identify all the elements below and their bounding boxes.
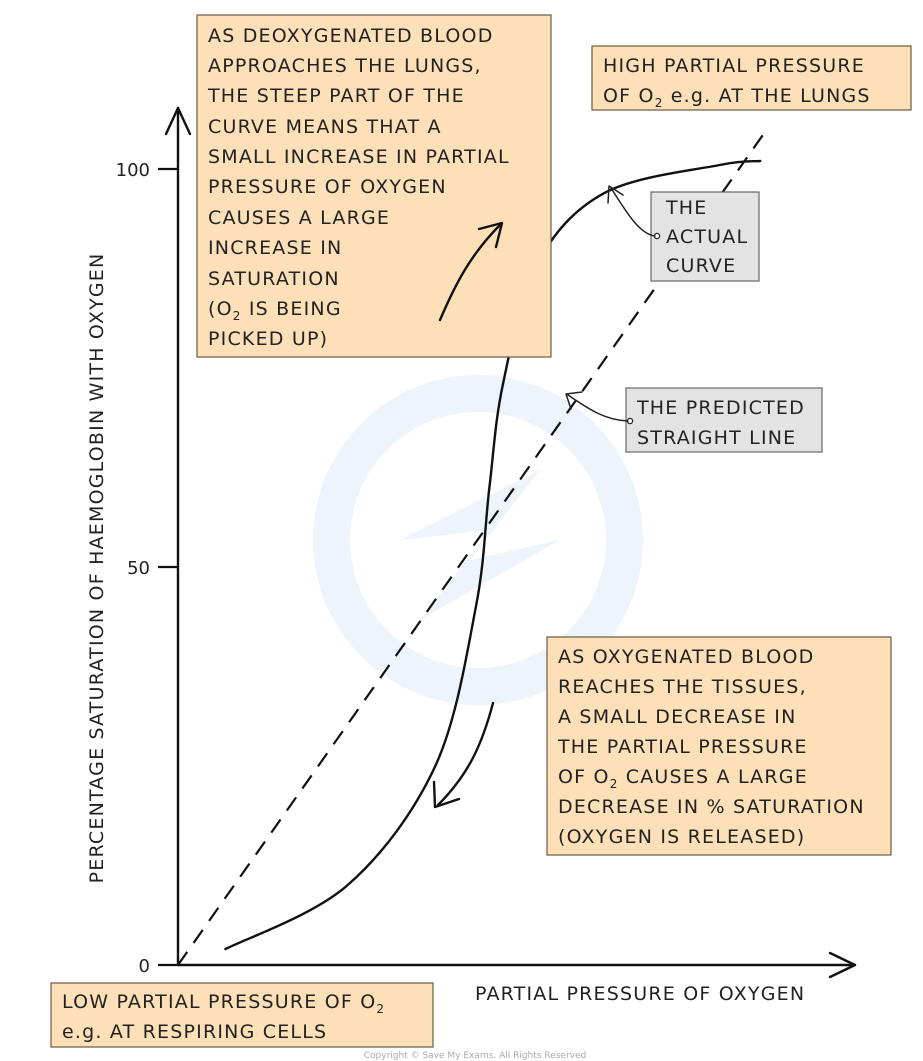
annotation-line: SATURATION — [208, 268, 340, 290]
annotation-text-part: OF O — [558, 766, 610, 788]
annotation-line: (O2 IS BEING — [208, 298, 342, 323]
label-line: CURVE — [666, 255, 736, 277]
annotation-line: AS OXYGENATED BLOOD — [558, 646, 815, 668]
annotation-line: INCREASE IN — [208, 237, 342, 259]
annotation-line: A SMALL DECREASE IN — [558, 706, 797, 728]
annotation-text-part: (O — [208, 298, 233, 320]
x-axis-arrowhead — [828, 951, 857, 979]
annotation-line: e.g. AT RESPIRING CELLS — [62, 1021, 327, 1043]
annotation-text-part: LOW PARTIAL PRESSURE OF O — [62, 991, 376, 1013]
y-ticks: 0 50 100 — [116, 160, 178, 977]
annotation-line: PRESSURE OF OXYGEN — [208, 176, 447, 198]
subscript-two: 2 — [655, 96, 664, 110]
annotation-box — [50, 982, 434, 1048]
annotation-line: THE STEEP PART OF THE — [207, 85, 465, 107]
annotation-box — [591, 45, 912, 111]
annotation-text-part: e.g. AT THE LUNGS — [664, 85, 871, 107]
label-line: THE — [665, 197, 708, 219]
upward-arrowhead — [477, 221, 504, 249]
subscript-two: 2 — [610, 777, 619, 791]
annotation-steep-part: AS DEOXYGENATED BLOOD APPROACHES THE LUN… — [196, 14, 552, 358]
annotation-tissues: AS OXYGENATED BLOOD REACHES THE TISSUES,… — [432, 636, 892, 856]
annotation-line: LOW PARTIAL PRESSURE OF O2 — [62, 991, 385, 1016]
pointer-arrow — [607, 185, 656, 237]
annotation-text-part: OF O — [603, 85, 655, 107]
y-axis-arrowhead — [164, 106, 192, 136]
downward-arrowhead — [432, 780, 461, 809]
label-box — [625, 387, 823, 453]
y-tick-label-0: 0 — [139, 956, 150, 977]
y-tick-label-50: 50 — [127, 558, 150, 579]
annotation-line: THE PARTIAL PRESSURE — [557, 736, 808, 758]
annotation-line: CURVE MEANS THAT A — [208, 116, 442, 138]
subscript-two: 2 — [376, 1002, 385, 1016]
annotation-line: OF O2 CAUSES A LARGE — [558, 766, 808, 791]
annotation-line: HIGH PARTIAL PRESSURE — [603, 55, 865, 77]
subscript-two: 2 — [233, 309, 242, 323]
label-line: STRAIGHT LINE — [637, 427, 796, 449]
downward-curved-arrow — [436, 701, 495, 807]
annotation-line: AS DEOXYGENATED BLOOD — [208, 25, 494, 47]
annotation-high-pressure: HIGH PARTIAL PRESSURE OF O2 e.g. AT THE … — [591, 45, 912, 111]
annotation-line: SMALL INCREASE IN PARTIAL — [208, 146, 510, 168]
annotation-line: OF O2 e.g. AT THE LUNGS — [603, 85, 871, 110]
annotation-text-part: IS BEING — [242, 298, 342, 320]
annotation-line: REACHES THE TISSUES, — [558, 676, 807, 698]
annotation-line: (OXYGEN IS RELEASED) — [558, 826, 805, 848]
y-axis-label: PERCENTAGE SATURATION OF HAEMOGLOBIN WIT… — [86, 253, 108, 884]
actual-curve-line — [224, 159, 762, 951]
annotation-line: DECREASE IN % SATURATION — [558, 796, 865, 818]
label-box — [650, 191, 760, 282]
label-predicted-line: THE PREDICTED STRAIGHT LINE — [565, 387, 823, 453]
label-actual-curve: THE ACTUAL CURVE — [607, 185, 760, 282]
annotation-text-part: CAUSES A LARGE — [619, 766, 808, 788]
label-line: ACTUAL — [666, 226, 748, 248]
label-line: THE PREDICTED — [636, 397, 805, 419]
copyright-notice: Copyright © Save My Exams. All Rights Re… — [364, 1051, 586, 1061]
annotation-box — [546, 636, 892, 856]
annotation-low-pressure: LOW PARTIAL PRESSURE OF O2 e.g. AT RESPI… — [50, 982, 434, 1048]
y-tick-label-100: 100 — [116, 160, 150, 181]
axes — [164, 106, 857, 979]
annotation-line: APPROACHES THE LUNGS, — [208, 55, 482, 77]
annotation-line: PICKED UP) — [208, 328, 328, 350]
annotation-line: CAUSES A LARGE — [208, 207, 390, 229]
annotation-box — [196, 14, 552, 358]
x-axis-label: PARTIAL PRESSURE OF OXYGEN — [475, 983, 805, 1005]
pointer-arrow — [565, 391, 629, 422]
upward-curved-arrow — [438, 223, 502, 322]
